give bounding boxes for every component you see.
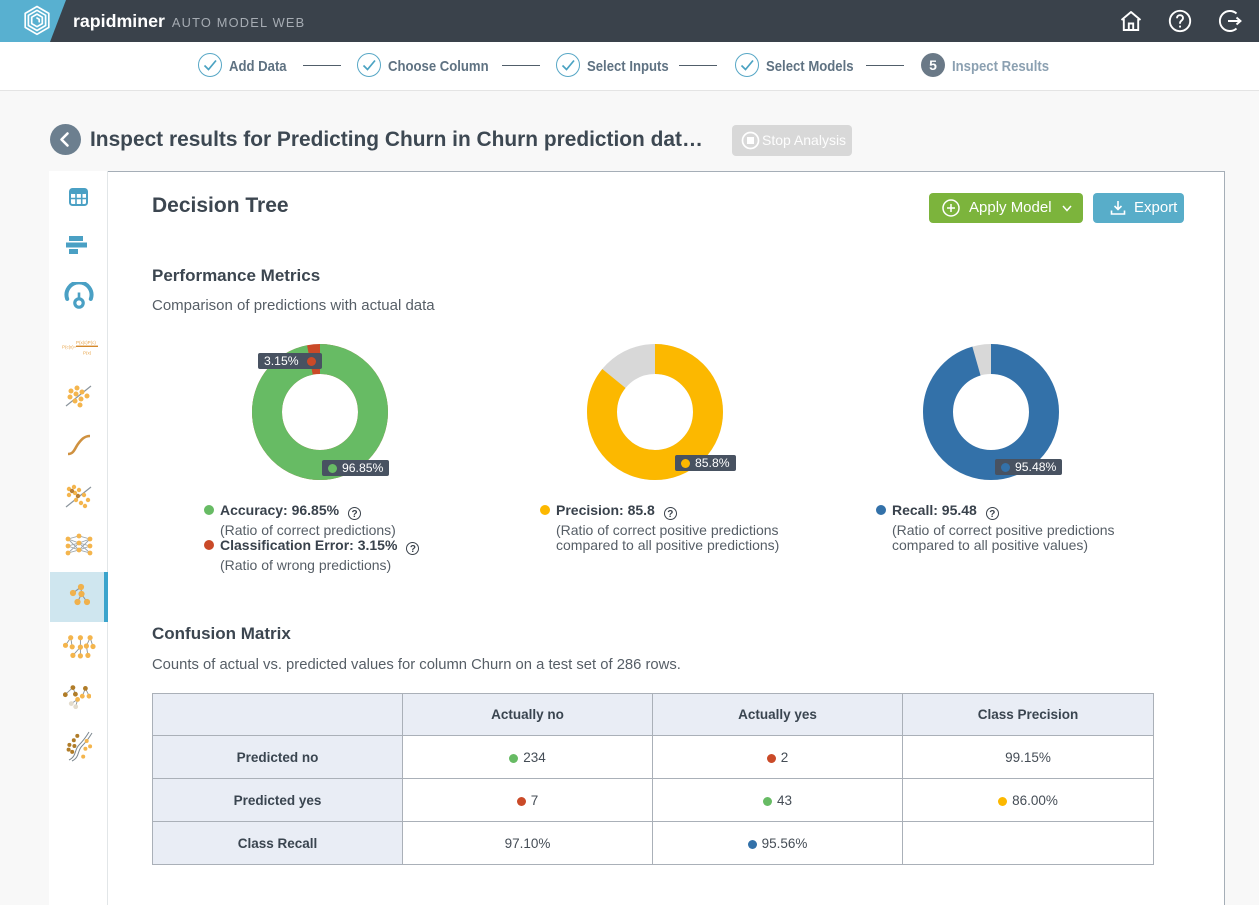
svg-text:P(c|x)=: P(c|x)= — [62, 345, 77, 350]
svg-text:P(x): P(x) — [83, 351, 92, 356]
svg-text:P(x|c)P(c): P(x|c)P(c) — [76, 340, 96, 345]
